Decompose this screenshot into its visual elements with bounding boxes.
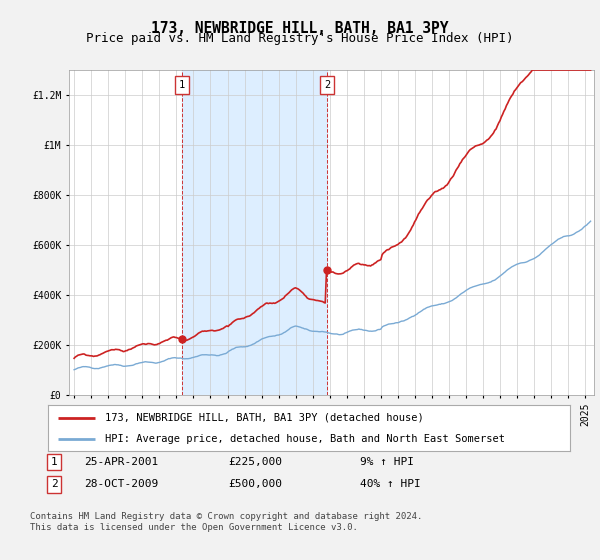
- Text: Price paid vs. HM Land Registry's House Price Index (HPI): Price paid vs. HM Land Registry's House …: [86, 32, 514, 45]
- Text: HPI: Average price, detached house, Bath and North East Somerset: HPI: Average price, detached house, Bath…: [106, 435, 505, 444]
- Text: 1: 1: [50, 457, 58, 467]
- Text: 173, NEWBRIDGE HILL, BATH, BA1 3PY: 173, NEWBRIDGE HILL, BATH, BA1 3PY: [151, 21, 449, 36]
- Bar: [182, 70, 327, 395]
- Text: Contains HM Land Registry data © Crown copyright and database right 2024.
This d: Contains HM Land Registry data © Crown c…: [30, 512, 422, 532]
- Text: 25-APR-2001: 25-APR-2001: [84, 457, 158, 467]
- Text: 2: 2: [50, 479, 58, 489]
- Text: 9% ↑ HPI: 9% ↑ HPI: [360, 457, 414, 467]
- Text: 28-OCT-2009: 28-OCT-2009: [84, 479, 158, 489]
- Text: 40% ↑ HPI: 40% ↑ HPI: [360, 479, 421, 489]
- Text: £225,000: £225,000: [228, 457, 282, 467]
- Text: 2: 2: [324, 80, 330, 90]
- Text: 173, NEWBRIDGE HILL, BATH, BA1 3PY (detached house): 173, NEWBRIDGE HILL, BATH, BA1 3PY (deta…: [106, 413, 424, 423]
- Text: £500,000: £500,000: [228, 479, 282, 489]
- Text: 1: 1: [179, 80, 185, 90]
